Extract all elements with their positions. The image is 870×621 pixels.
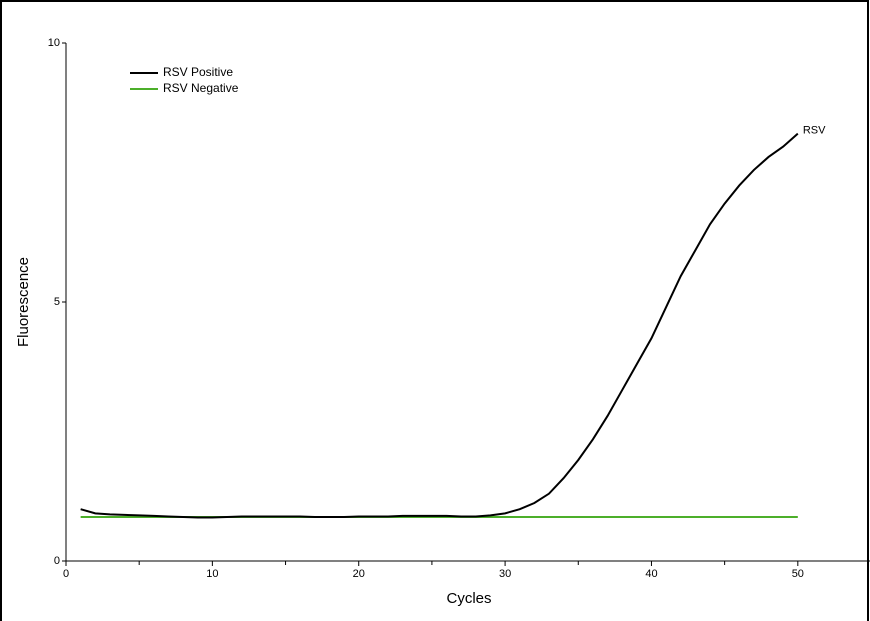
x-tick-label: 50 [792,568,804,580]
annotation: RSV [803,125,826,137]
y-tick-label: 10 [48,37,60,49]
x-tick-label: 40 [645,568,657,580]
x-tick-label: 30 [499,568,511,580]
x-tick-label: 20 [353,568,365,580]
legend-text: RSV Positive [163,65,233,79]
x-tick-label: 0 [63,568,69,580]
series-line [80,132,799,519]
x-axis-title: Cycles [446,590,491,607]
x-tick-label: 10 [206,568,218,580]
legend-text: RSV Negative [163,81,239,95]
y-axis-title: Fluorescence [15,257,32,347]
y-tick-label: 0 [54,555,60,567]
y-tick-label: 5 [54,296,60,308]
